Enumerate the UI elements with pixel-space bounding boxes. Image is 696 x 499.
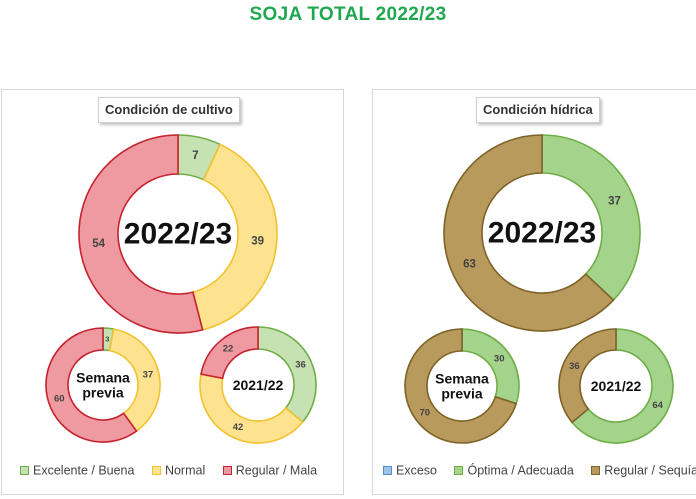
- legend-label: Regular / Sequía: [604, 463, 696, 478]
- segment-value-label: 37: [608, 196, 621, 208]
- segment-value-label: 64: [652, 400, 663, 411]
- segment-value-label: 70: [419, 408, 430, 419]
- donut-segment: [108, 328, 161, 433]
- donut-segment: [191, 143, 278, 331]
- segment-value-label: 37: [143, 369, 154, 380]
- legend-label: Exceso: [396, 463, 437, 478]
- segment-value-label: 39: [251, 236, 264, 248]
- legend-item-optimal-adequate: Óptima / Adecuada: [454, 463, 574, 478]
- donut-segment: [199, 373, 304, 444]
- legend-label: Regular / Mala: [235, 463, 318, 478]
- segment-value-label: 36: [569, 361, 580, 372]
- legend-item-regular-drought: Regular / Sequía: [591, 463, 696, 478]
- legend-label: Normal: [164, 463, 206, 478]
- legend-item-excess: Exceso: [383, 463, 437, 478]
- donut-center-label: 2021/22: [591, 378, 642, 394]
- donut-segment: [570, 328, 674, 444]
- legend-swatch-normal: [151, 466, 161, 475]
- crop-condition-legend: Excelente / Buena Normal Regular / Mala: [20, 463, 331, 483]
- legend-item-regular-bad: Regular / Mala: [222, 463, 318, 478]
- main-title: SOJA TOTAL 2022/23: [249, 4, 447, 25]
- donut-center-label: 2021/22: [233, 377, 284, 393]
- crop-condition-panel: 7 39 54 2022/23 3 37 60 Semana previa 36 42 22 2021/…: [1, 89, 344, 495]
- legend-swatch-excess: [383, 466, 392, 475]
- water-condition-title: Condición hídrica: [476, 97, 600, 123]
- segment-value-label: 36: [295, 359, 306, 370]
- donut-segment: [200, 326, 259, 380]
- donut-2: 64 36 2021/22: [558, 328, 674, 444]
- donut-center-label: 2022/23: [488, 217, 596, 250]
- legend-swatch-optimal-adequate: [454, 466, 464, 475]
- donut-center-label: previa: [82, 384, 123, 400]
- legend-label: Óptima / Adecuada: [467, 463, 574, 478]
- legend-label: Excelente / Buena: [33, 463, 135, 478]
- segment-value-label: 63: [463, 258, 476, 270]
- donut-0: 37 63 2022/23: [443, 134, 641, 332]
- donut-2: 36 42 22 2021/22: [199, 326, 317, 444]
- donut-0: 7 39 54 2022/23: [78, 134, 278, 334]
- donut-segment: [558, 328, 617, 424]
- segment-value-label: 3: [105, 335, 109, 344]
- water-condition-legend: Exceso Óptima / Adecuada Regular / Sequí…: [383, 463, 696, 483]
- segment-value-label: 30: [494, 353, 505, 364]
- donut-segment: [541, 134, 641, 302]
- legend-item-normal: Normal: [151, 463, 206, 478]
- segment-value-label: 54: [92, 238, 105, 250]
- legend-swatch-excellent-good: [20, 466, 29, 475]
- donut-center-label: previa: [441, 385, 482, 401]
- segment-value-label: 60: [54, 394, 65, 405]
- segment-value-label: 7: [192, 150, 198, 162]
- donut-segment: [257, 326, 317, 424]
- legend-swatch-regular-bad: [222, 466, 232, 475]
- donut-center-label: Semana: [76, 370, 130, 386]
- crop-condition-title: Condición de cultivo: [98, 97, 240, 123]
- segment-value-label: 42: [233, 422, 244, 433]
- donut-segment: [78, 134, 204, 334]
- donut-segment: [443, 134, 615, 332]
- donut-center-label: Semana: [435, 371, 489, 387]
- legend-swatch-regular-drought: [591, 466, 601, 475]
- donut-segment: [404, 328, 518, 444]
- water-condition-panel: 37 63 2022/23 30 70 Semana previa 64 36 2021/22 C…: [372, 89, 696, 495]
- donut-center-label: 2022/23: [124, 218, 232, 251]
- donut-segment: [45, 327, 138, 443]
- segment-value-label: 22: [223, 343, 234, 354]
- legend-item-excellent-good: Excelente / Buena: [20, 463, 134, 478]
